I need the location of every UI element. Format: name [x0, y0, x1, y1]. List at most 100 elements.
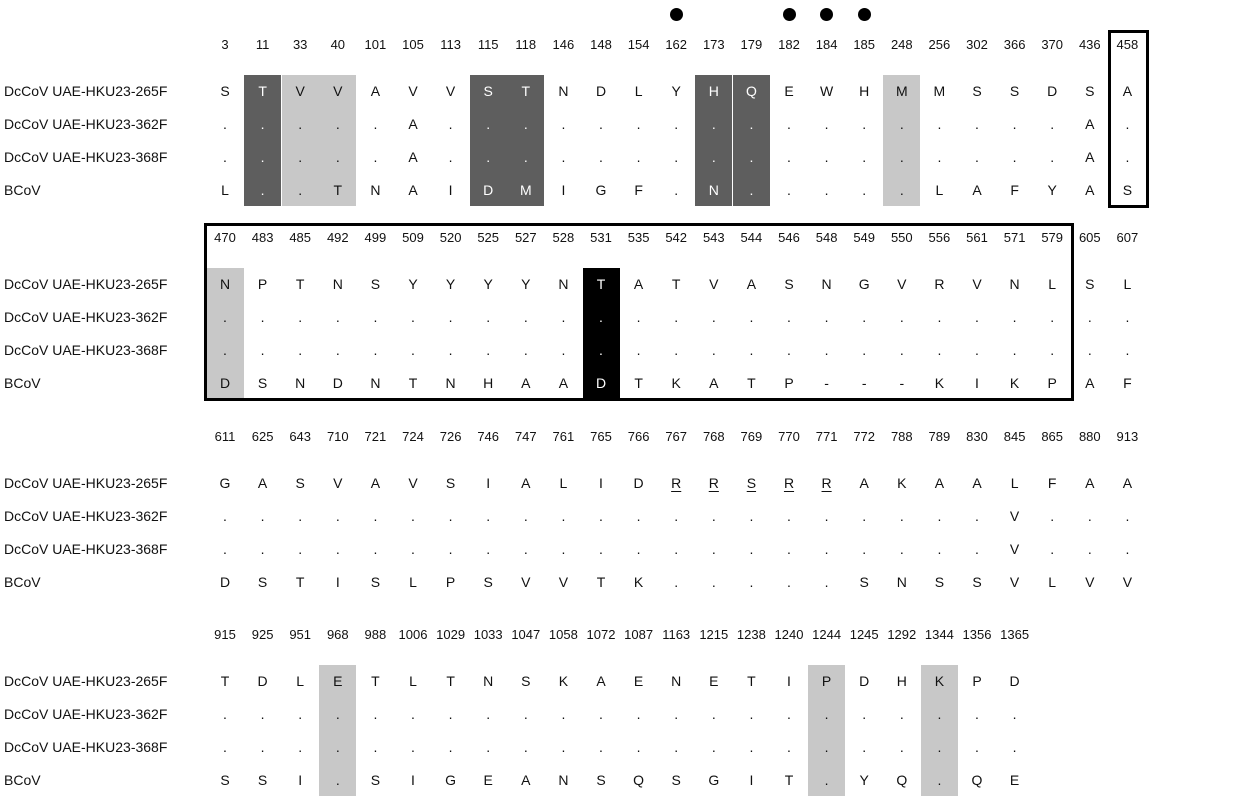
residue: . — [937, 116, 942, 132]
residue: . — [260, 342, 265, 358]
residue: N — [671, 673, 682, 689]
residue: H — [483, 375, 494, 391]
residue: . — [937, 342, 942, 358]
residue: . — [223, 342, 227, 358]
position-number: 770 — [778, 429, 800, 444]
residue: L — [409, 574, 417, 590]
residue: . — [937, 706, 942, 722]
position-number: 154 — [627, 37, 650, 52]
residue: S — [859, 574, 869, 590]
residue: V — [521, 574, 531, 590]
residue: M — [933, 83, 946, 99]
position-number: 248 — [890, 37, 913, 52]
residue: N — [295, 375, 306, 391]
residue: . — [486, 342, 491, 358]
residue: Y — [408, 276, 418, 292]
residue: . — [975, 149, 979, 165]
residue: . — [787, 541, 791, 557]
residue: . — [448, 309, 453, 325]
residue: I — [335, 574, 340, 590]
position-number: 607 — [1116, 230, 1139, 245]
position-number: 721 — [364, 429, 387, 444]
position-number: 561 — [966, 230, 988, 245]
residue: P — [972, 673, 982, 689]
residue: . — [448, 739, 453, 755]
residue: . — [561, 116, 566, 132]
residue: . — [636, 342, 641, 358]
residue: . — [1050, 149, 1055, 165]
residue: - — [824, 375, 829, 391]
light-shaded-column — [319, 75, 357, 206]
residue: . — [373, 706, 378, 722]
residue: R — [671, 475, 682, 491]
residue: T — [446, 673, 455, 689]
residue: . — [899, 182, 904, 198]
position-number: 520 — [439, 230, 462, 245]
residue: . — [824, 739, 829, 755]
residue: . — [862, 149, 867, 165]
residue: . — [335, 309, 340, 325]
residue: . — [335, 772, 340, 788]
residue: I — [411, 772, 415, 788]
position-number: 772 — [853, 429, 876, 444]
residue: V — [408, 475, 418, 491]
residue: A — [1085, 475, 1095, 491]
position-number: 1238 — [736, 627, 766, 642]
residue: . — [824, 772, 829, 788]
sequence-label: DcCoV UAE-HKU23-265F — [4, 276, 168, 292]
residue: . — [1050, 309, 1055, 325]
residue: V — [333, 475, 343, 491]
sequence-label: DcCoV UAE-HKU23-265F — [4, 83, 168, 99]
residue: . — [824, 116, 829, 132]
residue: . — [862, 706, 867, 722]
position-number: 1163 — [662, 627, 691, 642]
residue: S — [972, 574, 982, 590]
residue: . — [260, 149, 265, 165]
residue: . — [561, 706, 566, 722]
residue: D — [859, 673, 870, 689]
residue: N — [332, 276, 343, 292]
residue: . — [373, 116, 378, 132]
residue: F — [1047, 475, 1057, 491]
residue: . — [411, 309, 415, 325]
position-number: 830 — [966, 429, 988, 444]
black-shaded-column — [582, 268, 620, 399]
residue: W — [819, 83, 834, 99]
dark-shaded-column — [507, 75, 545, 206]
position-number: 483 — [251, 230, 274, 245]
residue: . — [260, 706, 265, 722]
conserved-site-dot — [669, 8, 683, 21]
residue: . — [674, 309, 679, 325]
position-number: 769 — [740, 429, 763, 444]
residue: . — [298, 541, 303, 557]
residue: . — [1125, 309, 1130, 325]
position-number: 436 — [1078, 37, 1101, 52]
residue: Y — [483, 276, 493, 292]
residue: . — [599, 706, 603, 722]
residue: . — [335, 739, 340, 755]
residue: . — [636, 706, 641, 722]
residue: . — [561, 541, 566, 557]
highlight-box — [1107, 30, 1149, 208]
residue: . — [1012, 706, 1017, 722]
residue: Q — [633, 772, 645, 788]
position-number: 549 — [853, 230, 876, 245]
position-number: 105 — [402, 37, 424, 52]
residue: A — [370, 475, 381, 491]
residue: P — [784, 375, 794, 391]
residue: S — [220, 772, 230, 788]
position-number: 915 — [214, 627, 236, 642]
light-shaded-column — [206, 268, 244, 399]
residue: . — [486, 739, 491, 755]
residue: . — [787, 149, 791, 165]
position-number: 184 — [815, 37, 838, 52]
residue: A — [633, 276, 644, 292]
residue: . — [599, 149, 603, 165]
dark-shaded-column — [732, 75, 770, 206]
residue: . — [787, 739, 791, 755]
position-number: 370 — [1041, 37, 1064, 52]
residue: L — [296, 673, 305, 689]
residue: T — [295, 276, 305, 292]
residue: . — [824, 309, 829, 325]
residue: T — [295, 574, 305, 590]
